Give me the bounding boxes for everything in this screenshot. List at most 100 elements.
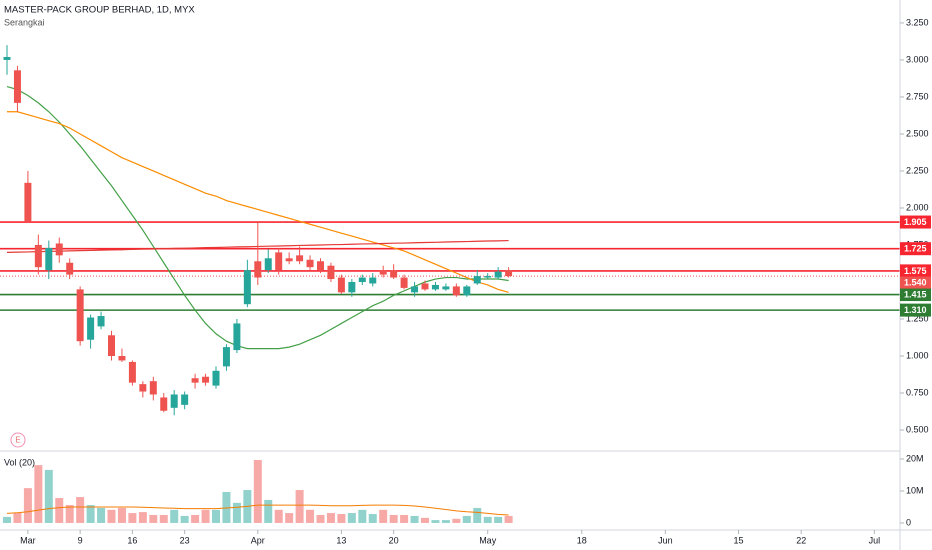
earnings-label[interactable]: E [15,436,20,445]
candle-body [358,277,366,282]
x-tick-label: 15 [733,535,743,545]
volume-bar [326,513,335,523]
x-tick-label: 18 [577,535,587,545]
x-tick-label: 20 [389,535,399,545]
volume-bar [253,459,262,523]
volume-tick-label: 10M [906,485,924,495]
candle-body [191,378,199,383]
volume-bar [107,509,116,523]
level-label: 1.905 [904,217,927,227]
y-tick-label: 2.500 [906,128,929,138]
candle-body [421,283,429,290]
volume-bar [462,515,471,523]
y-tick-label: 2.000 [906,202,929,212]
volume-tick-label: 0 [906,517,911,527]
x-tick-label: 16 [127,535,137,545]
candle-body [348,281,356,293]
volume-bar [212,509,220,523]
candle-body [149,381,157,395]
candle-body [431,284,439,290]
level-label-box [900,242,931,256]
volume-bar [431,520,440,523]
x-tick-label: Jun [658,535,673,545]
chart-subtitle: Serangkai [4,17,45,27]
volume-bar [285,513,294,523]
y-tick-label: 1.000 [906,350,929,360]
volume-bar [389,514,398,523]
volume-ma-line [6,504,509,516]
candle-body [55,243,63,256]
volume-bar [316,514,325,523]
volume-bar [170,509,179,523]
candle-body [442,286,450,290]
candle-body [473,276,481,284]
candle-body [452,286,460,296]
volume-bar [159,514,168,523]
candle-body [264,258,272,271]
candle-body [400,277,408,288]
volume-bar [117,507,126,523]
candle-body [3,56,11,60]
volume-bar [86,505,95,523]
level-label: 1.575 [904,266,927,276]
candle-body [369,277,377,284]
earnings-icon[interactable] [10,432,26,448]
volume-bar [274,509,283,523]
volume-bar [149,514,158,523]
candle-body [275,252,283,271]
volume-bar [13,513,22,523]
y-tick-label: 0.500 [906,424,929,434]
volume-bar [347,513,356,523]
volume-bar [306,509,315,523]
candle-body [181,394,189,405]
level-label-box [900,264,931,278]
candle-body [411,286,419,293]
volume-bar [264,499,273,523]
y-tick-label: 3.250 [906,17,929,27]
volume-bar [379,509,388,523]
plot-area [0,45,900,523]
volume-bar [97,507,106,523]
candle-body [494,271,502,278]
y-tick-label: 2.750 [906,91,929,101]
x-tick-label: May [479,535,497,545]
y-tick-label: 3.000 [906,54,929,64]
moving-average-line [7,111,509,293]
x-tick-label: Jul [869,535,881,545]
last-price-box [900,276,931,289]
level-label-box [900,215,931,229]
chart-title: MASTER-PACK GROUP BERHAD, 1D, MYX [4,5,195,16]
candle-body [108,335,115,357]
volume-bar [3,516,11,523]
volume-bar [65,505,74,523]
candle-body [505,270,513,277]
last-price-label: 1.540 [904,277,927,287]
candle-body [463,286,471,296]
level-label-box [900,288,931,302]
x-tick-label: Apr [251,535,265,545]
candle-body [390,270,398,278]
candle-body [202,376,210,383]
candle-body [484,276,492,278]
candle-body [254,261,262,278]
volume-tick-label: 20M [906,453,924,463]
candle-body [128,361,136,383]
volume-bar [128,513,137,523]
volume-bar [232,502,241,523]
candle-body [160,397,168,411]
level-label-box [900,303,931,317]
level-label: 1.415 [904,289,927,299]
volume-bar [421,517,429,523]
volume-title: Vol (20) [4,457,35,467]
volume-bar [191,514,200,523]
candle-body [306,259,314,268]
volume-bar [410,515,419,523]
volume-bar [473,507,482,523]
volume-bar [180,515,189,523]
volume-bar [504,515,513,523]
candle-body [170,394,178,408]
candle-body [34,244,42,268]
level-label: 1.310 [904,305,927,315]
